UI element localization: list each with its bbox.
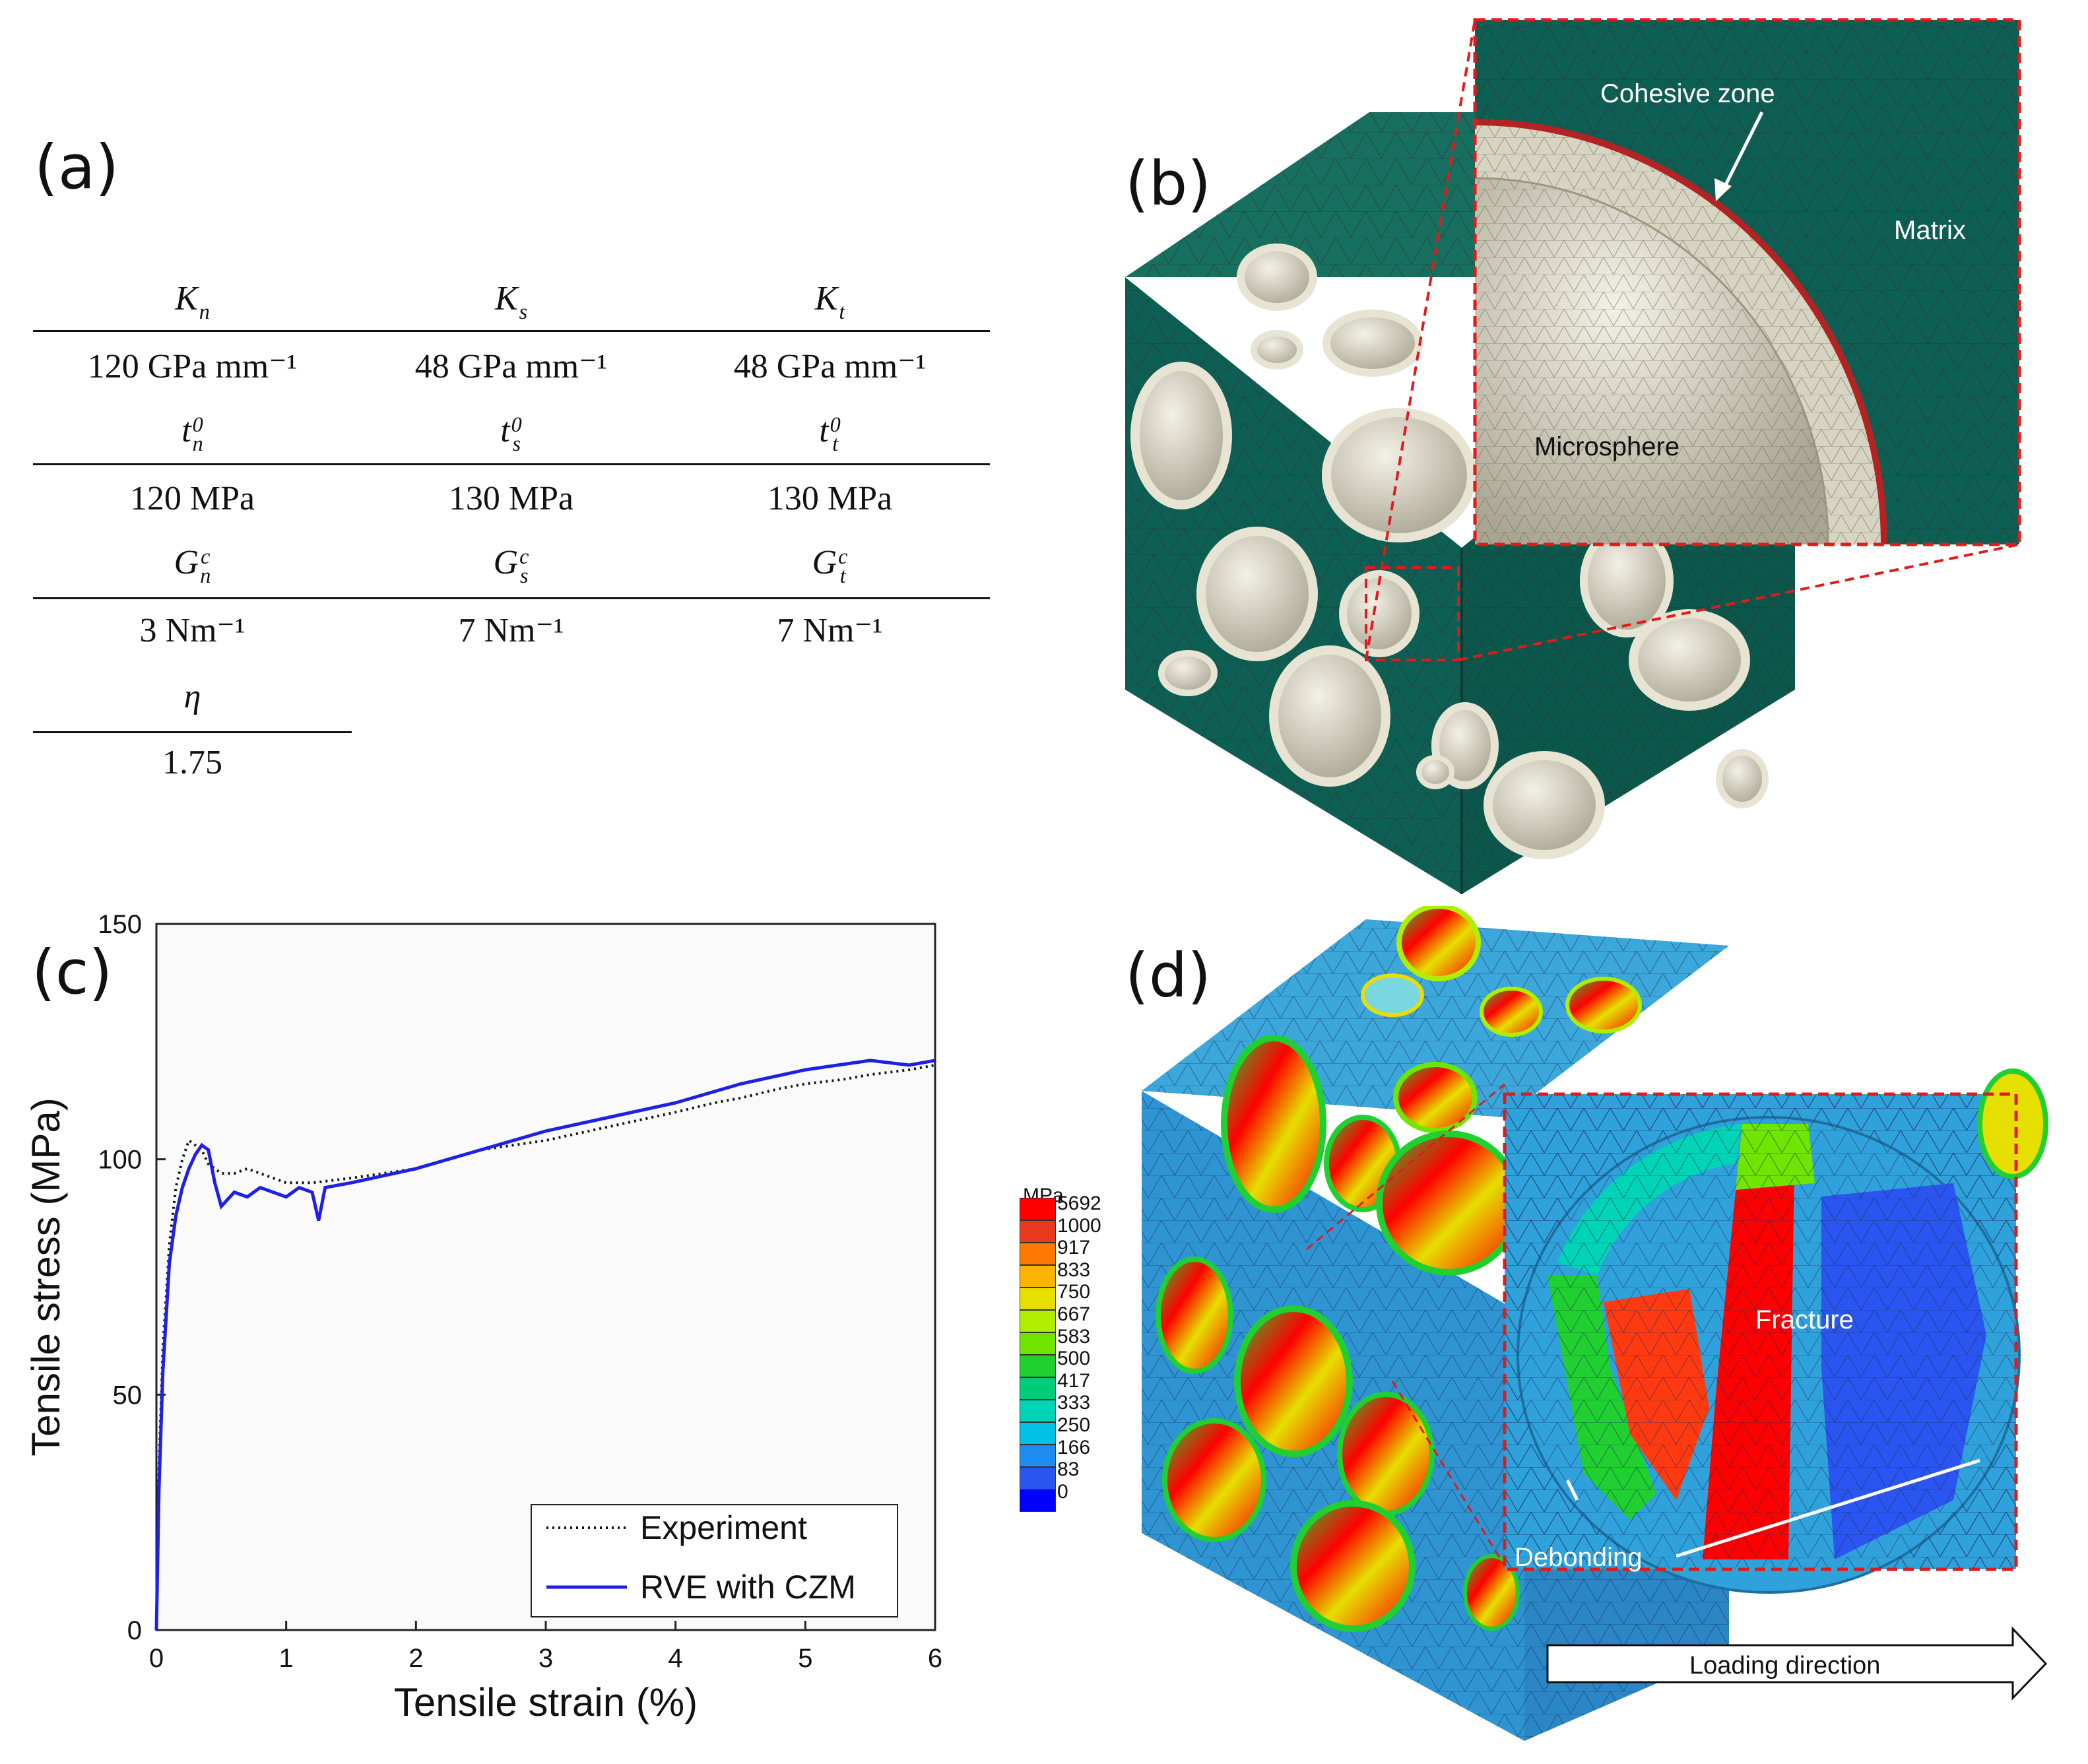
table-value-cell: 7 Nm⁻¹ [458, 612, 564, 649]
loading-direction-arrow [1546, 1626, 2048, 1701]
legend: Experiment RVE with CZM [531, 1504, 898, 1617]
y-axis-label: Tensile stress (MPa) [24, 1097, 68, 1456]
panel-b-label: (b) [1125, 148, 1212, 219]
x-tick-label: 5 [798, 1644, 812, 1673]
series-line-rve-czm [154, 1059, 936, 1631]
table-value-cell: 130 MPa [448, 479, 574, 517]
table-value-cell: 130 MPa [767, 479, 893, 517]
x-tick-label: 2 [408, 1644, 423, 1673]
colorbar-tick-label: 917 [1057, 1237, 1091, 1259]
colorbar-tick-label: 0 [1057, 1480, 1068, 1503]
table-value-row: 120 MPa 130 MPa 130 MPa [33, 465, 990, 531]
table-value-row: 1.75 [33, 729, 990, 795]
colorbar-tick-label: 333 [1057, 1392, 1091, 1414]
loading-direction-label: Loading direction [1689, 1652, 1880, 1680]
colorbar-swatch [1020, 1422, 1056, 1445]
table-rule-1 [33, 330, 990, 332]
colorbar-tick-label: 417 [1057, 1369, 1091, 1392]
table-rule-3 [33, 597, 990, 599]
colorbar-swatch [1020, 1377, 1056, 1400]
colorbar-swatch [1020, 1332, 1056, 1355]
colorbar-tick-label: 500 [1057, 1348, 1091, 1370]
colorbar-swatch [1020, 1265, 1056, 1288]
table-value-cell: 48 GPa mm⁻¹ [733, 348, 927, 385]
panel-a-label: (a) [34, 132, 119, 203]
y-tick-label: 0 [127, 1616, 142, 1645]
colorbar-swatch [1020, 1489, 1056, 1512]
zoom-inset-b [1473, 18, 2021, 546]
microsphere-callout: Microsphere [1534, 432, 1680, 461]
legend-label-rve: RVE with CZM [640, 1569, 856, 1606]
matrix-callout: Matrix [1894, 216, 1966, 245]
colorbar-swatch [1020, 1220, 1056, 1243]
colorbar-tick-label: 750 [1057, 1281, 1091, 1303]
colorbar-swatch [1020, 1310, 1056, 1332]
series-line-experiment [155, 1064, 936, 1631]
fracture-callout: Fracture [1755, 1305, 1854, 1334]
x-tick-label: 1 [279, 1644, 294, 1673]
colorbar-tick-label: 833 [1057, 1258, 1091, 1281]
zoom-inset-d [1503, 1068, 2048, 1594]
stress-colorbar: MPa 5692 1000 917 833 750 667 583 500 417 333 250 1… [1016, 1185, 1122, 1521]
colorbar-tick-label: 5692 [1057, 1192, 1101, 1214]
table-value-cell: 48 GPa mm⁻¹ [414, 348, 608, 385]
table-symbol-cell: η [183, 677, 201, 715]
y-tick-label: 100 [98, 1146, 142, 1175]
colorbar-swatch [1020, 1243, 1056, 1265]
table-rule-4 [33, 731, 352, 733]
panel-c-label: (c) [32, 937, 113, 1008]
colorbar-swatch [1020, 1400, 1056, 1422]
colorbar-tick-label: 583 [1057, 1325, 1091, 1348]
colorbar-tick-label: 667 [1057, 1303, 1091, 1325]
table-value-cell: 7 Nm⁻¹ [777, 612, 883, 649]
table-value-row: 3 Nm⁻¹ 7 Nm⁻¹ 7 Nm⁻¹ [33, 597, 990, 663]
x-tick-label: 6 [928, 1644, 942, 1673]
colorbar-tick-label: 83 [1057, 1458, 1080, 1481]
y-tick-label: 50 [113, 1381, 143, 1410]
rve-model-b: Cohesive zone Matrix Microsphere [1125, 18, 2021, 894]
table-value-cell: 120 MPa [129, 479, 255, 517]
table-symbol-row: η [33, 663, 990, 729]
colorbar-tick-label: 250 [1057, 1414, 1091, 1436]
colorbar-swatch [1020, 1288, 1056, 1310]
colorbar-swatch [1020, 1198, 1056, 1220]
debonding-callout: Debonding [1515, 1543, 1643, 1572]
table-value-cell: 120 GPa mm⁻¹ [87, 348, 298, 385]
x-tick-label: 4 [669, 1644, 683, 1673]
colorbar-tick-label: 1000 [1057, 1214, 1101, 1237]
x-axis-label: Tensile strain (%) [394, 1680, 698, 1724]
legend-label-experiment: Experiment [640, 1509, 807, 1546]
stress-strain-chart: 0 1 2 3 4 5 6 0 50 100 150 Tensile strain (%) Ten… [24, 911, 942, 1724]
table-value-row: 120 GPa mm⁻¹ 48 GPa mm⁻¹ 48 GPa mm⁻¹ [33, 333, 990, 399]
y-tick-label: 150 [98, 911, 142, 939]
table-value-cell: 3 Nm⁻¹ [139, 612, 245, 649]
damaged-microspheres [1156, 906, 1642, 1632]
microsphere-cavities [1130, 244, 1769, 859]
colorbar-swatch [1020, 1445, 1056, 1467]
colorbar-swatch [1020, 1467, 1056, 1489]
cohesive-zone-callout: Cohesive zone [1600, 79, 1775, 108]
panel-d-label: (d) [1125, 940, 1212, 1011]
colorbar-swatch [1020, 1355, 1056, 1377]
colorbar-tick-label: 166 [1057, 1436, 1091, 1458]
table-rule-2 [33, 463, 990, 465]
x-tick-label: 3 [538, 1644, 553, 1673]
rve-model-d: Fracture Debonding Loading direction [1142, 906, 2048, 1741]
x-tick-label: 0 [149, 1644, 164, 1673]
table-value-cell: 1.75 [162, 743, 222, 781]
